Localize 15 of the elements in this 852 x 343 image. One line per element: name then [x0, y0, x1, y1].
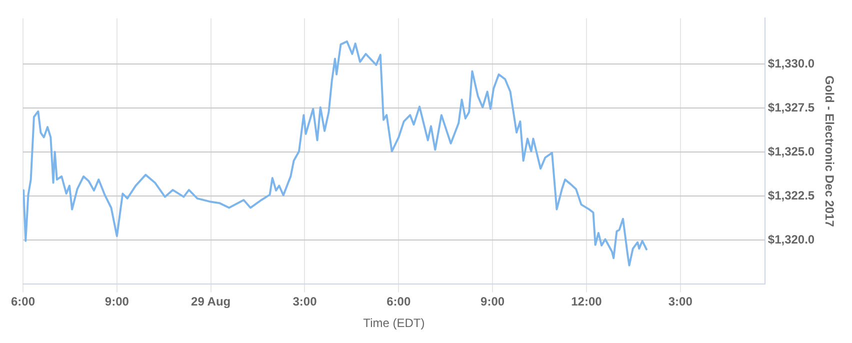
y-tick-label: $1,320.0: [768, 232, 815, 246]
y-tick-label: $1,327.5: [768, 100, 815, 114]
x-axis-title: Time (EDT): [363, 316, 425, 330]
y-tick-label: $1,325.0: [768, 144, 815, 158]
x-tick-label: 6:00: [386, 294, 411, 309]
x-tick-label: 9:00: [104, 294, 130, 309]
y-tick-label: $1,330.0: [768, 56, 815, 70]
x-tick-label: 6:00: [10, 294, 36, 309]
y-axis-title: Gold - Electronic Dec 2017: [822, 76, 836, 228]
x-tick-label: 12:00: [571, 294, 602, 309]
x-tick-label: 3:00: [668, 294, 693, 309]
y-tick-label: $1,322.5: [768, 188, 815, 202]
x-tick-label: 9:00: [480, 294, 505, 309]
x-tick-label: 3:00: [292, 294, 318, 309]
x-tick-label: 29 Aug: [191, 294, 231, 309]
